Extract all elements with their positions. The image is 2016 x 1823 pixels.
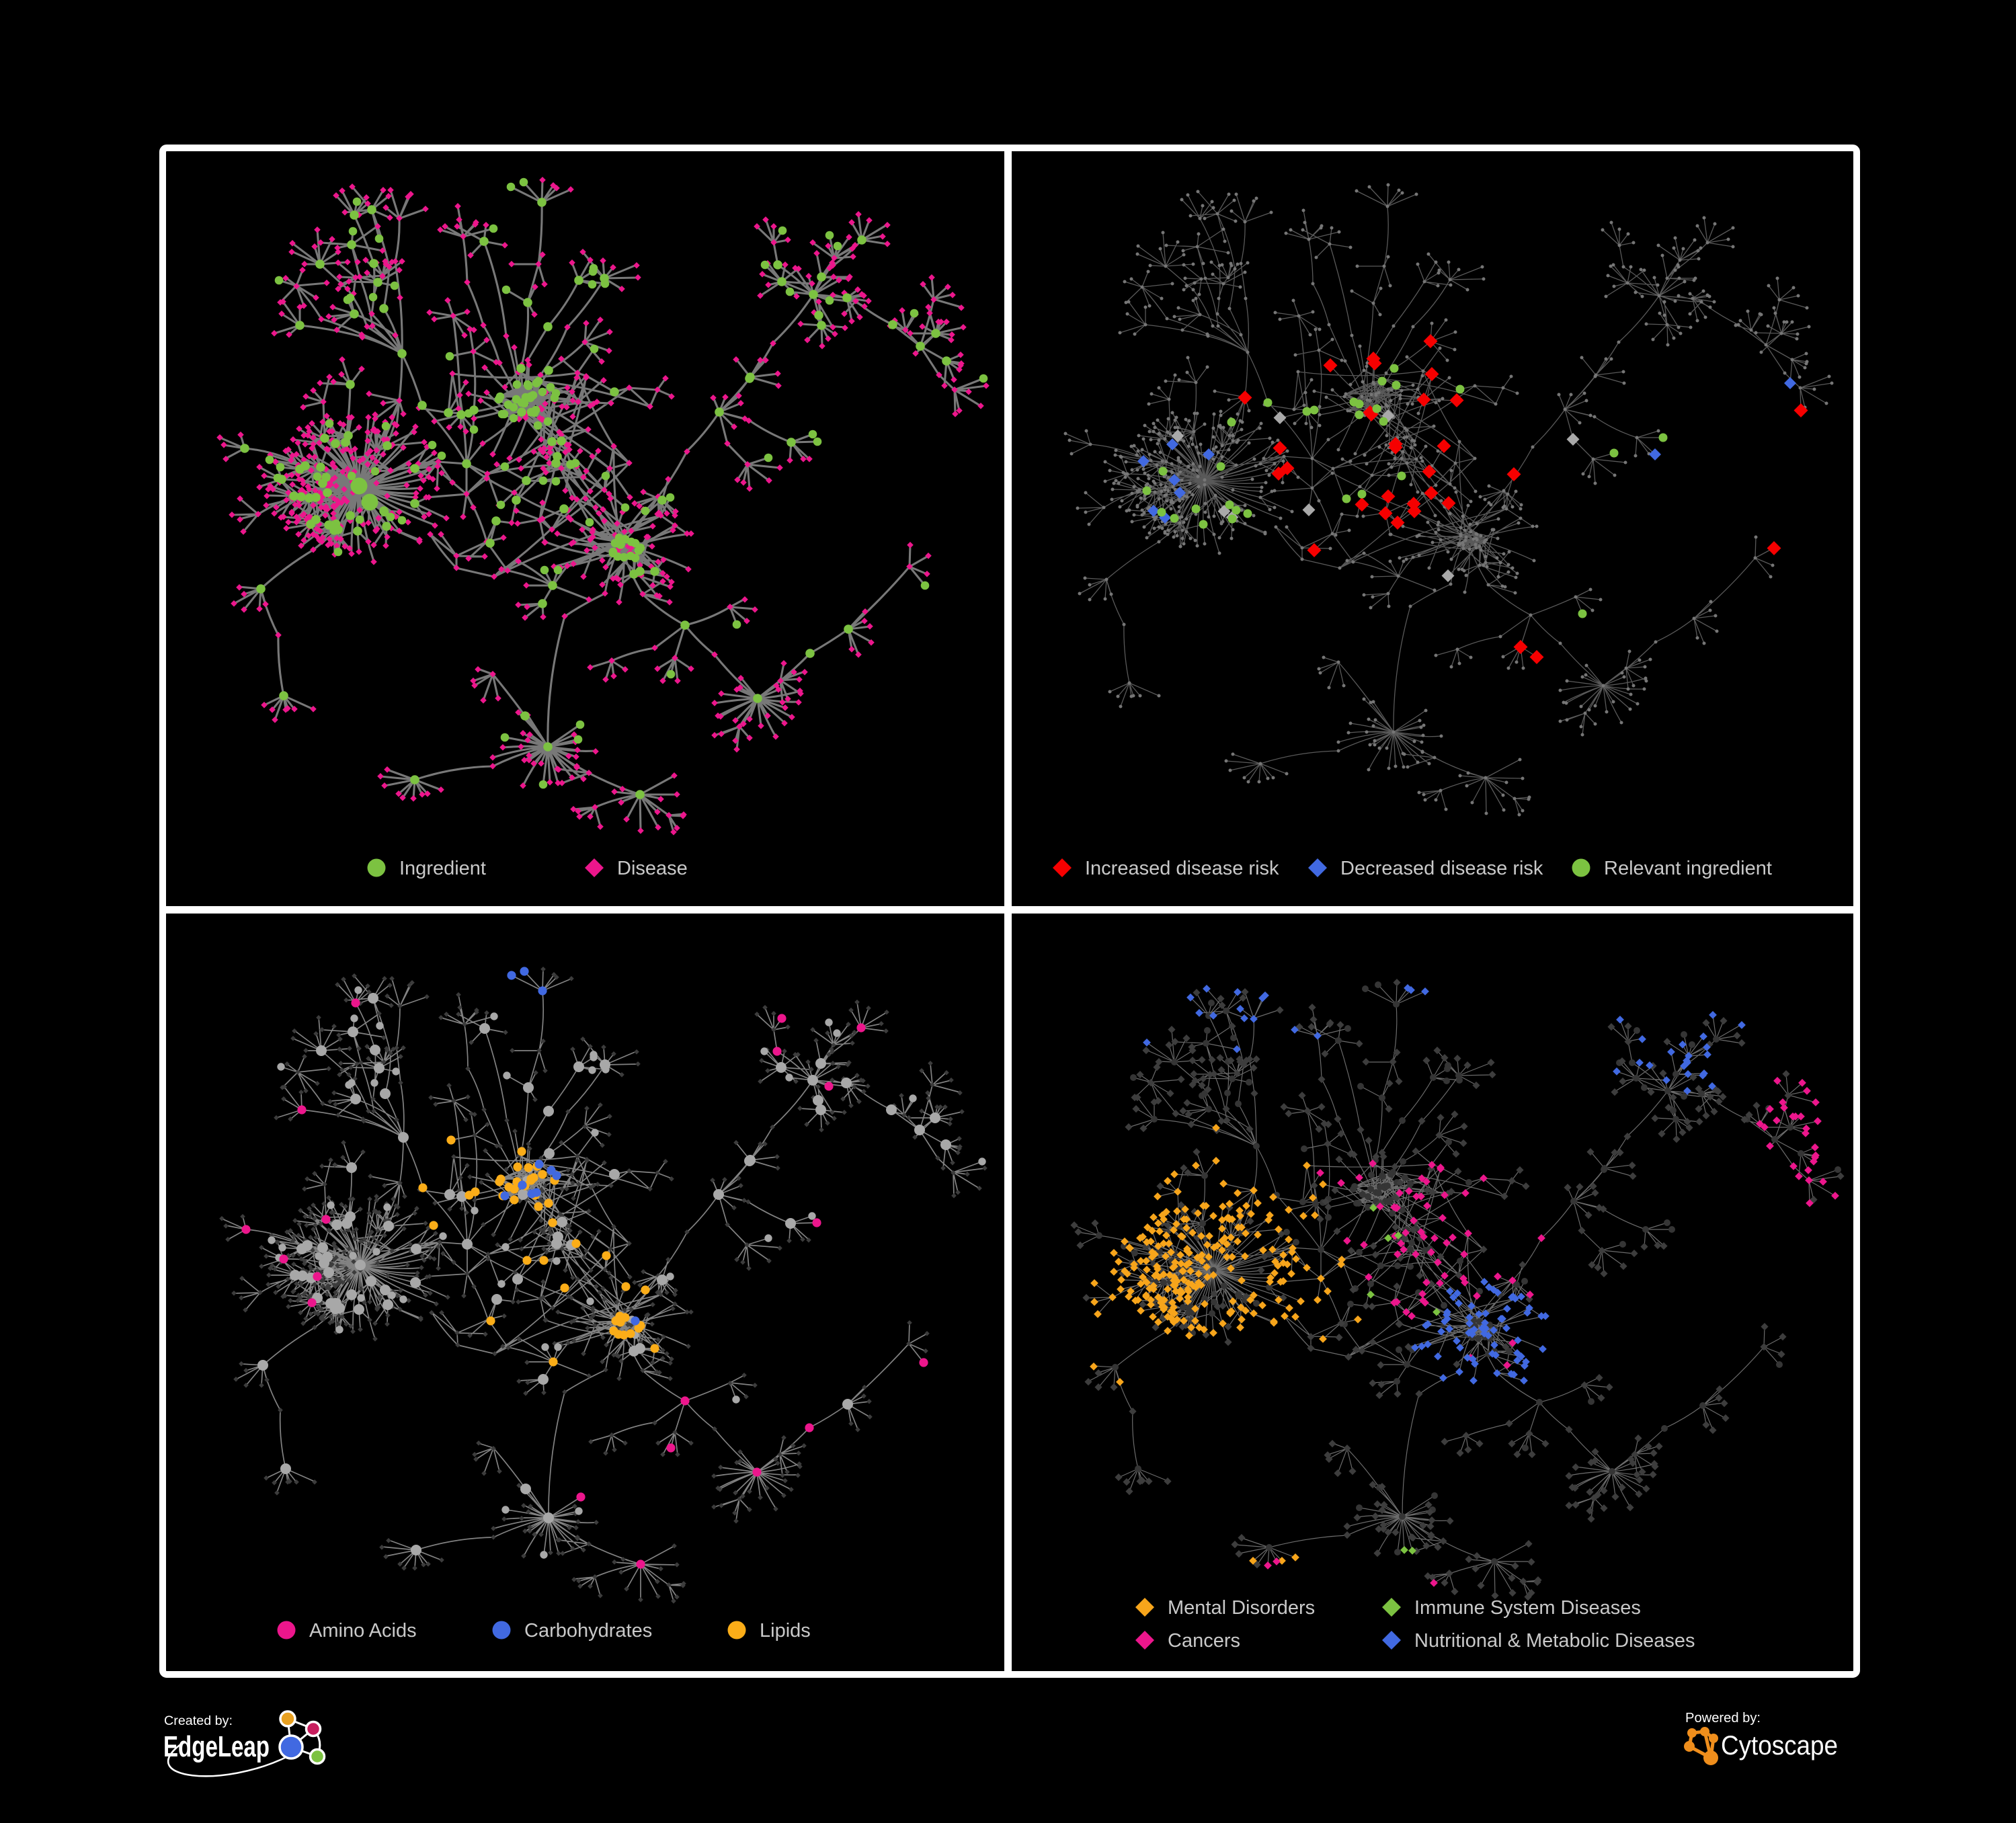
svg-text:Powered by:: Powered by: xyxy=(1685,1711,1761,1726)
svg-text:Amino Acids: Amino Acids xyxy=(309,1620,417,1642)
svg-text:Cytoscape: Cytoscape xyxy=(1721,1731,1838,1760)
svg-text:Created by:: Created by: xyxy=(164,1714,233,1728)
svg-text:Carbohydrates: Carbohydrates xyxy=(524,1620,652,1642)
svg-text:Ingredient: Ingredient xyxy=(399,858,486,879)
svg-text:Increased disease risk: Increased disease risk xyxy=(1085,858,1279,879)
svg-text:Cancers: Cancers xyxy=(1168,1630,1240,1652)
svg-text:Mental Disorders: Mental Disorders xyxy=(1168,1597,1315,1619)
svg-text:Decreased disease risk: Decreased disease risk xyxy=(1340,858,1543,879)
svg-text:EdgeLeap: EdgeLeap xyxy=(163,1730,270,1763)
svg-text:Nutritional & Metabolic Diseas: Nutritional & Metabolic Diseases xyxy=(1414,1630,1695,1652)
svg-text:Immune System Diseases: Immune System Diseases xyxy=(1414,1597,1641,1619)
svg-text:Lipids: Lipids xyxy=(760,1620,811,1642)
svg-text:Disease: Disease xyxy=(617,858,688,879)
svg-text:Relevant ingredient: Relevant ingredient xyxy=(1604,858,1772,879)
